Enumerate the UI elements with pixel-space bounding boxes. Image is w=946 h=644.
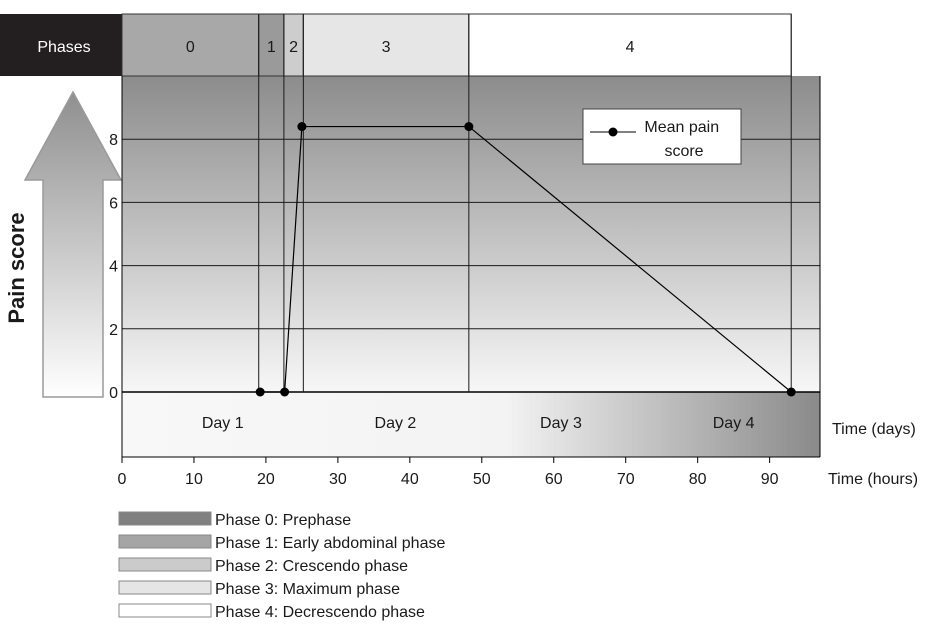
day-label-1: Day 1 [202, 415, 244, 432]
y-tick-label-4: 4 [109, 259, 118, 276]
data-point-0 [255, 387, 265, 397]
x-tick-label-90: 90 [761, 471, 779, 488]
x-axis-unit-hours: Time (hours) [828, 471, 918, 488]
phase-legend-swatch-2 [118, 557, 212, 572]
phase-boundaries [258, 14, 792, 392]
phase-label-2: 2 [289, 39, 298, 56]
phases-header-label: Phases [37, 39, 90, 56]
pain-arrow-icon [23, 90, 123, 398]
legend-label-line-1: Mean pain [644, 119, 719, 136]
day-label-3: Day 3 [540, 415, 582, 432]
phase-legend-label-2: Phase 2: Crescendo phase [215, 558, 408, 575]
phase-label-3: 3 [382, 39, 391, 56]
y-tick-label-8: 8 [109, 132, 118, 149]
phase-legend-swatch-4 [118, 603, 212, 618]
phase-legend-label-4: Phase 4: Decrescendo phase [215, 604, 425, 621]
legend-label-line-2: score [664, 143, 703, 160]
x-axis: 0 10 20 30 40 50 60 70 80 90 [118, 456, 820, 488]
data-point-1 [280, 387, 290, 397]
phase-legend-swatch-3 [118, 580, 212, 595]
phase-label-1: 1 [267, 39, 276, 56]
day-labels: Day 1 Day 2 Day 3 Day 4 [202, 415, 755, 432]
legend-dot-marker [608, 127, 618, 137]
x-axis-unit-days: Time (days) [832, 421, 916, 438]
x-tick-label-70: 70 [617, 471, 635, 488]
day-label-2: Day 2 [375, 415, 417, 432]
data-point-2 [297, 122, 307, 132]
x-tick-label-50: 50 [473, 471, 491, 488]
phase-legend-swatch-0 [118, 511, 212, 526]
phase-legend-swatch-1 [118, 534, 212, 549]
phase-legend-label-1: Phase 1: Early abdominal phase [215, 535, 445, 552]
x-tick-label-10: 10 [185, 471, 203, 488]
x-tick-label-30: 30 [329, 471, 347, 488]
y-tick-label-0: 0 [109, 385, 118, 402]
day-band [122, 392, 820, 457]
phase-legend-label-0: Phase 0: Prephase [215, 512, 351, 529]
series-legend: Mean pain score [582, 108, 742, 165]
x-tick-label-80: 80 [689, 471, 707, 488]
phase-cell-3 [302, 13, 470, 77]
phase-label-0: 0 [186, 39, 195, 56]
x-tick-label-60: 60 [545, 471, 563, 488]
day-label-4: Day 4 [713, 415, 755, 432]
x-tick-label-20: 20 [257, 471, 275, 488]
phase-label-4: 4 [626, 39, 635, 56]
y-tick-label-2: 2 [109, 322, 118, 339]
phase-legend-label-3: Phase 3: Maximum phase [215, 581, 400, 598]
phases-header-box [0, 14, 122, 76]
legend-label: Mean pain score [644, 119, 723, 160]
data-point-3 [464, 122, 474, 132]
phase-cell-4 [468, 13, 792, 77]
data-point-4 [786, 387, 796, 397]
y-axis: 0 2 4 6 8 [109, 132, 118, 402]
legend-box [582, 108, 742, 165]
y-tick-label-6: 6 [109, 195, 118, 212]
x-tick-label-0: 0 [118, 471, 127, 488]
phase-legend: Phase 0: Prephase Phase 1: Early abdomina… [118, 511, 445, 621]
y-axis-title: Pain score [4, 212, 29, 323]
x-tick-label-40: 40 [401, 471, 419, 488]
series-mean-pain-score [255, 122, 796, 397]
